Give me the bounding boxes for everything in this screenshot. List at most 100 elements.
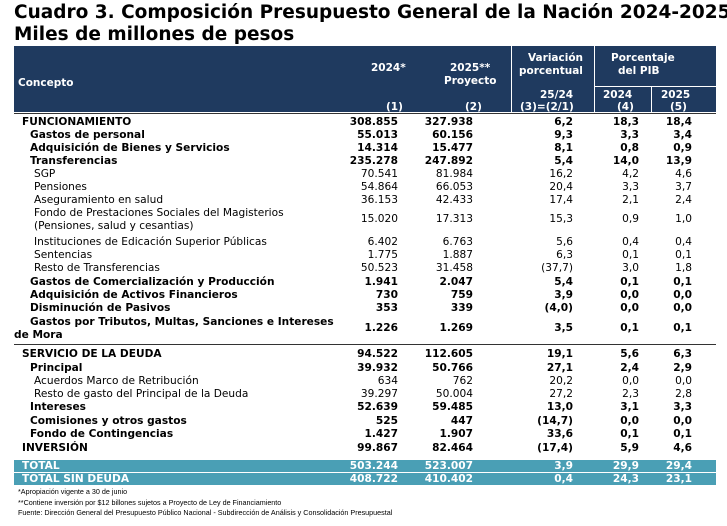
row-concept: Resto de gasto del Principal de la Deuda	[34, 388, 249, 400]
row-pib-2025: 0,9	[673, 142, 692, 154]
row-concept: SERVICIO DE LA DEUDA	[22, 348, 162, 360]
total-2025: 523.007	[424, 460, 473, 472]
row-value-2024: 235.278	[349, 155, 398, 167]
header-del-pib: del PIB	[618, 65, 660, 77]
row-variation: 3,9	[554, 289, 573, 301]
row-pib-2025: 2,4	[675, 194, 692, 206]
row-pib-2024: 2,3	[622, 388, 639, 400]
row-concept: Transferencias	[30, 155, 118, 167]
row-concept: INVERSIÓN	[22, 442, 88, 454]
row-value-2024: 730	[375, 289, 398, 301]
header-25-24: 25/24	[540, 89, 574, 101]
row-variation: 20,2	[549, 375, 573, 387]
row-pib-2024: 14,0	[612, 155, 639, 167]
row-value-2025: 60.156	[432, 129, 473, 141]
row-pib-2024: 3,3	[620, 129, 639, 141]
row-concept: FUNCIONAMIENTO	[22, 116, 132, 128]
row-pib-2024: 3,0	[622, 262, 639, 274]
row-value-2024: 36.153	[360, 194, 398, 206]
source-note: Fuente: Dirección General del Presupuest…	[18, 508, 393, 517]
row-value-2024: 70.541	[360, 168, 398, 180]
row-value-2024: 55.013	[357, 129, 398, 141]
row-pib-2025: 3,7	[675, 181, 692, 193]
row-variation: 5,4	[554, 155, 573, 167]
header-pib-2025: 2025	[661, 89, 691, 101]
row-value-2025: 1.887	[442, 249, 473, 261]
row-concept-continued: de Mora	[14, 329, 63, 341]
row-value-2024: 50.523	[360, 262, 398, 274]
row-concept: Pensiones	[34, 181, 87, 193]
row-variation: 13,0	[546, 401, 573, 413]
header-porcentual: porcentual	[519, 65, 583, 77]
title-line-1: Cuadro 3. Composición Presupuesto Genera…	[14, 2, 727, 23]
row-variation: 5,4	[554, 276, 573, 288]
row-value-2025: 81.984	[435, 168, 473, 180]
row-concept: Fondo de Contingencias	[30, 428, 174, 440]
table-header: Concepto 2024* 2025** Proyecto Variación…	[14, 46, 716, 113]
total-label: TOTAL	[22, 460, 60, 472]
row-variation: 3,5	[554, 322, 573, 334]
section-divider	[14, 344, 716, 345]
row-pib-2024: 3,1	[620, 401, 639, 413]
row-value-2024: 15.020	[360, 213, 398, 225]
row-value-2025: 50.004	[435, 388, 473, 400]
row-pib-2024: 0,1	[620, 322, 639, 334]
row-value-2024: 39.932	[357, 362, 398, 374]
row-pib-2025: 0,1	[675, 249, 692, 261]
row-concept: Adquisición de Activos Financieros	[30, 289, 238, 301]
row-pib-2024: 0,4	[622, 236, 639, 248]
row-pib-2025: 0,1	[673, 322, 692, 334]
header-2024: 2024*	[371, 62, 406, 74]
row-pib-2025: 18,4	[665, 116, 692, 128]
row-concept: Gastos por Tributos, Multas, Sanciones e…	[30, 316, 334, 328]
row-value-2025: 50.766	[432, 362, 473, 374]
header-divider	[511, 46, 512, 112]
row-value-2024: 1.941	[364, 276, 398, 288]
row-variation: 8,1	[554, 142, 573, 154]
row-concept: SGP	[34, 168, 56, 180]
total-sin-deuda-row: TOTAL SIN DEUDA 408.722 410.402 0,4 24,3…	[14, 473, 716, 485]
row-pib-2024: 2,1	[622, 194, 639, 206]
row-pib-2025: 1,0	[675, 213, 692, 225]
row-value-2024: 1.226	[364, 322, 398, 334]
row-value-2024: 52.639	[357, 401, 398, 413]
row-variation: 6,3	[556, 249, 573, 261]
row-pib-2024: 0,1	[620, 276, 639, 288]
row-pib-2024: 5,6	[620, 348, 639, 360]
total-sin-deuda-variation: 0,4	[554, 473, 573, 485]
header-idx-2: (2)	[465, 101, 482, 113]
total-sin-deuda-2024: 408.722	[349, 473, 398, 485]
header-porcentaje: Porcentaje	[611, 52, 675, 64]
row-concept: Acuerdos Marco de Retribución	[34, 375, 199, 387]
total-row: TOTAL 503.244 523.007 3,9 29,9 29,4	[14, 460, 716, 472]
row-pib-2024: 0,0	[620, 302, 639, 314]
row-concept: Resto de Transferencias	[34, 262, 160, 274]
row-variation: (14,7)	[537, 415, 573, 427]
row-variation: 16,2	[549, 168, 573, 180]
total-variation: 3,9	[554, 460, 573, 472]
row-value-2025: 31.458	[435, 262, 473, 274]
header-concepto: Concepto	[18, 77, 74, 89]
row-pib-2024: 3,3	[622, 181, 639, 193]
header-2025-proyecto: Proyecto	[444, 75, 497, 87]
row-value-2025: 447	[450, 415, 473, 427]
total-sin-deuda-2025: 410.402	[424, 473, 473, 485]
row-value-2025: 17.313	[435, 213, 473, 225]
row-variation: 20,4	[549, 181, 573, 193]
row-variation: 19,1	[546, 348, 573, 360]
row-variation: 33,6	[546, 428, 573, 440]
row-concept: Comisiones y otros gastos	[30, 415, 187, 427]
total-pib-2025: 29,4	[665, 460, 692, 472]
row-pib-2025: 6,3	[673, 348, 692, 360]
footnote: *Apropiación vigente a 30 de junio	[18, 487, 128, 496]
row-pib-2024: 5,9	[620, 442, 639, 454]
header-idx-4: (4)	[617, 101, 634, 113]
row-value-2024: 14.314	[357, 142, 398, 154]
row-value-2024: 634	[377, 375, 398, 387]
row-pib-2024: 0,9	[622, 213, 639, 225]
row-value-2024: 1.427	[364, 428, 398, 440]
row-value-2024: 1.775	[367, 249, 398, 261]
row-variation: 27,2	[549, 388, 573, 400]
row-variation: 17,4	[549, 194, 573, 206]
total-2024: 503.244	[349, 460, 398, 472]
